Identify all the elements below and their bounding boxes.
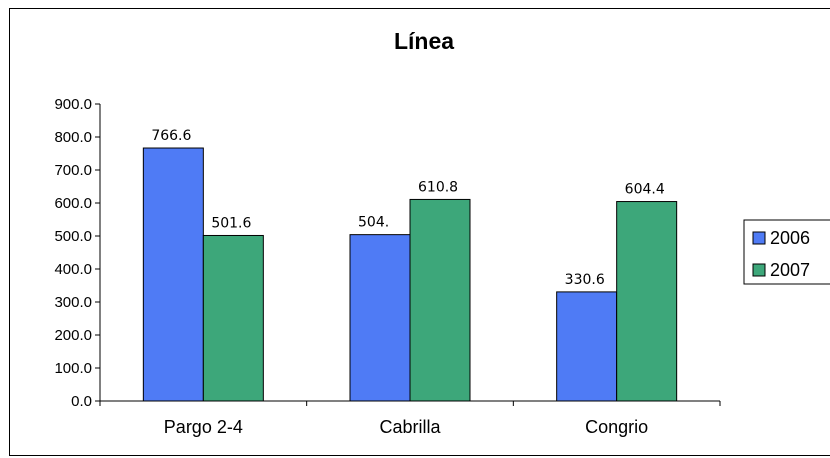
bar-2006: [556, 291, 618, 402]
bar-2006: [349, 234, 411, 402]
bar-2007: [616, 201, 678, 402]
bars: [142, 147, 678, 402]
y-tick-label: 400.0: [54, 261, 92, 278]
y-tick-label: 0.0: [71, 393, 92, 410]
legend-swatch-2006: [752, 231, 766, 245]
bar-2006: [142, 147, 204, 402]
legend-label-2007: 2007: [770, 260, 810, 280]
chart-title: Línea: [394, 28, 454, 54]
legend-label-2006: 2006: [770, 228, 810, 248]
data-label: 610.8: [418, 179, 458, 195]
x-tick-label: Cabrilla: [379, 417, 441, 437]
y-tick-label: 600.0: [54, 195, 92, 212]
y-tick-label: 100.0: [54, 360, 92, 377]
y-tick-label: 800.0: [54, 129, 92, 146]
x-tick-label: Pargo 2-4: [164, 417, 243, 437]
legend: 2006 2007: [743, 219, 830, 285]
data-label: 501.6: [211, 215, 251, 231]
y-tick-label: 200.0: [54, 327, 92, 344]
data-labels: 766.6 501.6 504. 610.8 330.6 604.4: [151, 128, 665, 288]
data-label: 604.4: [625, 182, 665, 198]
x-tick-label: Congrio: [585, 417, 648, 437]
y-tick-label: 700.0: [54, 162, 92, 179]
bar-2007: [202, 234, 264, 402]
y-tick-label: 900.0: [54, 96, 92, 113]
bar-2007: [409, 198, 471, 402]
data-label: 330.6: [565, 272, 605, 288]
legend-swatch-2007: [752, 263, 766, 277]
data-label: 766.6: [151, 128, 191, 144]
data-label: 504.: [358, 215, 389, 231]
y-tick-label: 500.0: [54, 228, 92, 245]
y-tick-label: 300.0: [54, 294, 92, 311]
